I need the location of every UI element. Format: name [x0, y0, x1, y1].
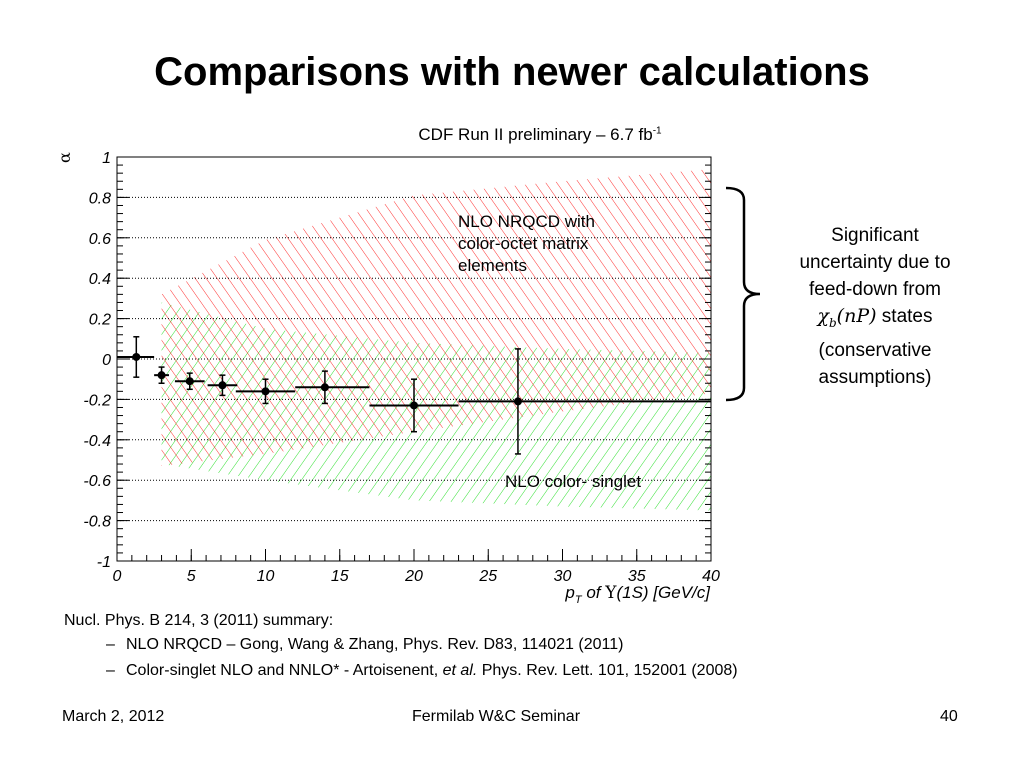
reference-text: Color-singlet NLO and NNLO* - Artoisenen… — [126, 662, 443, 679]
y-tick-label: 0.6 — [89, 231, 111, 248]
x-tick-label: 10 — [257, 568, 275, 585]
reference-item: NLO NRQCD – Gong, Wang & Zhang, Phys. Re… — [106, 636, 738, 654]
point-marker — [320, 383, 329, 392]
x-tick-label: 20 — [404, 568, 423, 585]
chi-symbol: χ — [817, 305, 829, 327]
chart-title-superscript: -1 — [652, 125, 662, 137]
point-marker — [261, 387, 270, 396]
data-point — [458, 348, 711, 455]
data-point — [174, 372, 205, 391]
x-tick-label: 35 — [628, 568, 646, 585]
y-tick-label: 1 — [102, 150, 111, 167]
point-marker — [218, 381, 227, 390]
curly-brace — [725, 186, 761, 402]
x-tick-label: 15 — [331, 568, 349, 585]
x-tick-label: 0 — [113, 568, 122, 585]
footer-date: March 2, 2012 — [62, 708, 165, 725]
chi-subscript: b — [828, 315, 837, 330]
note-line: χb(nP) states — [760, 303, 990, 337]
point-marker — [185, 377, 194, 386]
nrqcd-band — [161, 169, 712, 467]
reference-item: Color-singlet NLO and NNLO* - Artoisenen… — [106, 662, 738, 680]
x-tick-label: 30 — [554, 568, 572, 585]
references: Nucl. Phys. B 214, 3 (2011) summary: NLO… — [64, 612, 738, 688]
chart-title: CDF Run II preliminary – 6.7 fb-1 — [340, 125, 740, 145]
y-tick-label: -0.2 — [83, 392, 111, 409]
data-point — [369, 378, 459, 433]
data-point — [295, 370, 370, 405]
x-tick-label: 40 — [702, 568, 720, 585]
y-tick-label: 0.8 — [89, 190, 111, 207]
x-tick-label: 25 — [478, 568, 497, 585]
y-tick-label: -0.4 — [83, 433, 111, 450]
y-tick-label: -1 — [97, 554, 111, 571]
note-line: (conservative — [818, 339, 932, 361]
reference-text: Phys. Rev. Lett. 101, 152001 (2008) — [477, 662, 738, 679]
chart-title-text: CDF Run II preliminary – 6.7 fb — [418, 125, 653, 144]
footer-page: 40 — [940, 708, 958, 725]
point-marker — [410, 401, 418, 410]
y-tick-label: 0.4 — [89, 271, 111, 288]
point-marker — [157, 371, 166, 380]
data-point — [154, 366, 169, 384]
data-point — [117, 336, 155, 378]
note-states: states — [876, 306, 933, 327]
data-point — [235, 378, 296, 405]
note-line: feed-down from — [808, 279, 941, 300]
y-tick-label: 0.2 — [89, 312, 111, 329]
x-tick-label: 5 — [187, 568, 196, 585]
y-axis-label: α — [55, 152, 74, 163]
np-symbol: (nP) — [836, 305, 877, 327]
data-point — [207, 374, 238, 397]
note-line: uncertainty due to — [799, 252, 951, 273]
nrqcd-label: NLO NRQCD with color-octet matrix elemen… — [458, 212, 600, 275]
footer-event: Fermilab W&C Seminar — [412, 708, 581, 725]
y-tick-label: 0 — [102, 352, 111, 369]
slide-title: Comparisons with newer calculations — [154, 50, 870, 94]
singlet-label: NLO color- singlet — [505, 472, 641, 491]
x-axis-label: pT of Υ(1S) [GeV/c] — [564, 583, 711, 606]
note-line: Significant — [831, 225, 919, 246]
point-marker — [513, 397, 522, 406]
y-tick-label: -0.8 — [83, 514, 111, 531]
references-heading: Nucl. Phys. B 214, 3 (2011) summary: — [64, 612, 334, 629]
point-marker — [132, 352, 141, 361]
uncertainty-note: Significant uncertainty due to feed-down… — [760, 222, 990, 391]
reference-etal: et al. — [442, 662, 478, 679]
note-line: assumptions) — [818, 366, 932, 388]
y-tick-label: -0.6 — [83, 473, 111, 490]
